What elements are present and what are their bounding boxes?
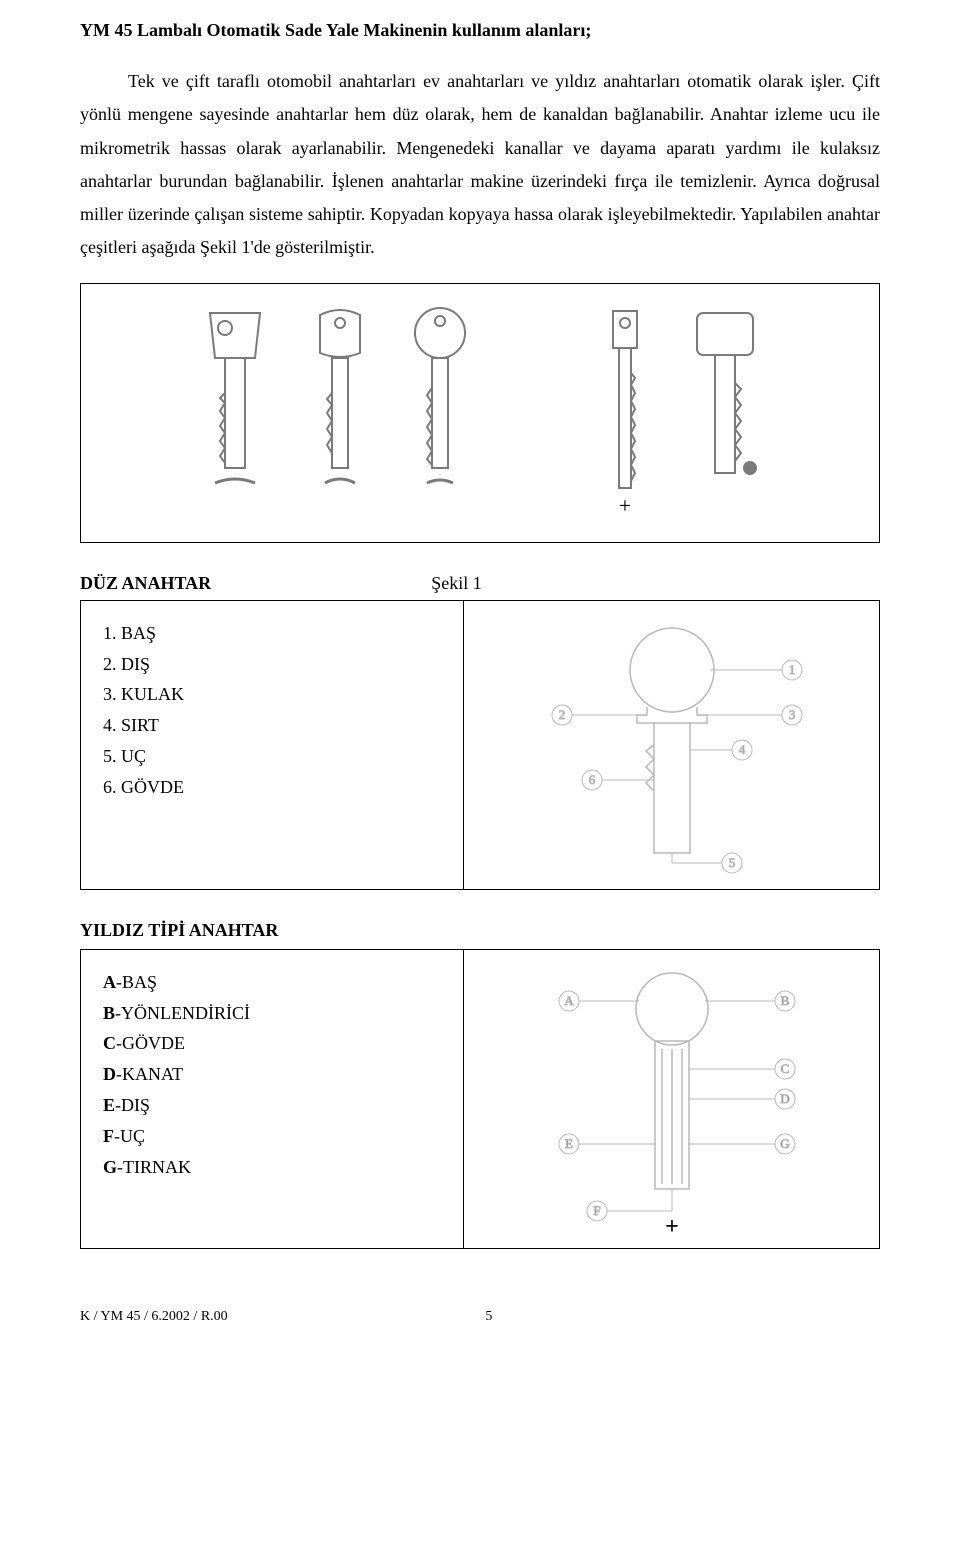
- page-number: 5: [485, 1309, 492, 1325]
- list-item: 5. UÇ: [103, 742, 441, 771]
- key-illustration: [195, 303, 275, 503]
- list-item: A-BAŞ: [103, 968, 441, 997]
- star-key-heading: YILDIZ TİPİ ANAHTAR: [80, 920, 880, 941]
- svg-text:E: E: [565, 1136, 573, 1151]
- list-item: 1. BAŞ: [103, 619, 441, 648]
- document-title: YM 45 Lambalı Otomatik Sade Yale Makinen…: [80, 20, 880, 41]
- list-item: 4. SIRT: [103, 711, 441, 740]
- list-item: 3. KULAK: [103, 680, 441, 709]
- svg-text:B: B: [780, 993, 789, 1008]
- list-item: D-KANAT: [103, 1060, 441, 1089]
- svg-text:6: 6: [588, 772, 595, 787]
- svg-text:G: G: [780, 1136, 789, 1151]
- svg-text:2: 2: [558, 707, 565, 722]
- star-key-diagram: A B C D E G F +: [464, 950, 879, 1248]
- list-item: G-TIRNAK: [103, 1153, 441, 1182]
- page-footer: K / YM 45 / 6.2002 / R.00 5: [80, 1309, 880, 1325]
- svg-text:+: +: [619, 493, 631, 518]
- flat-key-box: 1. BAŞ 2. DIŞ 3. KULAK 4. SIRT 5. UÇ 6. …: [80, 600, 880, 890]
- list-item: F-UÇ: [103, 1122, 441, 1151]
- svg-text:F: F: [593, 1203, 600, 1218]
- svg-text:1: 1: [788, 662, 795, 677]
- figure-1-box: +: [80, 283, 880, 543]
- key-illustration: [305, 303, 375, 503]
- list-item: C-GÖVDE: [103, 1029, 441, 1058]
- svg-text:5: 5: [728, 855, 735, 870]
- svg-text:4: 4: [738, 742, 745, 757]
- list-item: 2. DIŞ: [103, 650, 441, 679]
- intro-paragraph: Tek ve çift taraflı otomobil anahtarları…: [80, 65, 880, 265]
- section-1-header-row: DÜZ ANAHTAR Şekil 1: [80, 573, 880, 594]
- key-illustration: [685, 303, 765, 503]
- star-key-box: A-BAŞ B-YÖNLENDİRİCİ C-GÖVDE D-KANAT E-D…: [80, 949, 880, 1249]
- footer-docref: K / YM 45 / 6.2002 / R.00: [80, 1309, 228, 1325]
- svg-text:3: 3: [788, 707, 795, 722]
- list-item: B-YÖNLENDİRİCİ: [103, 999, 441, 1028]
- flat-key-heading: DÜZ ANAHTAR: [80, 573, 211, 594]
- svg-text:D: D: [780, 1091, 789, 1106]
- star-key-parts-list: A-BAŞ B-YÖNLENDİRİCİ C-GÖVDE D-KANAT E-D…: [81, 950, 464, 1248]
- svg-text:+: +: [665, 1214, 679, 1239]
- svg-text:A: A: [564, 993, 574, 1008]
- key-illustration: [405, 303, 475, 503]
- keys-illustration-row: +: [195, 303, 765, 523]
- figure-1-caption: Şekil 1: [431, 573, 482, 594]
- svg-text:C: C: [780, 1061, 789, 1076]
- list-item: 6. GÖVDE: [103, 773, 441, 802]
- flat-key-parts-list: 1. BAŞ 2. DIŞ 3. KULAK 4. SIRT 5. UÇ 6. …: [81, 601, 464, 889]
- key-illustration: +: [595, 303, 655, 523]
- list-item: E-DIŞ: [103, 1091, 441, 1120]
- flat-key-diagram: 1 2 3 4 6 5: [464, 601, 879, 889]
